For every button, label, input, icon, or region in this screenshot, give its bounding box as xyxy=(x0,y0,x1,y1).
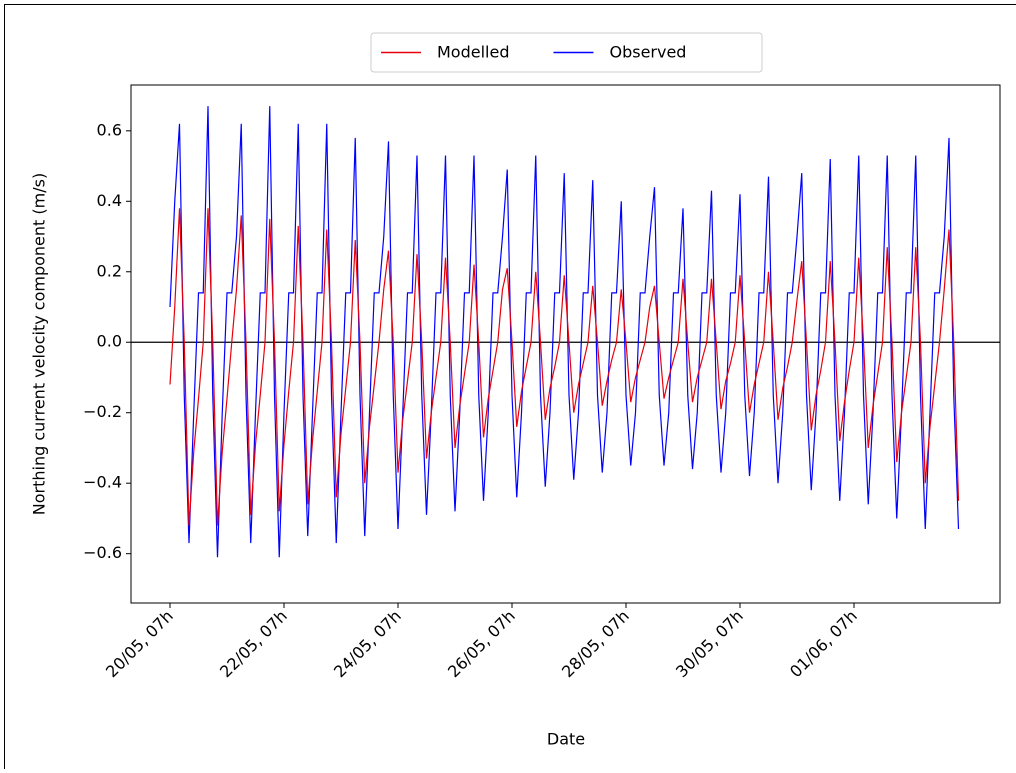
x-tick-label: 28/05, 07h xyxy=(558,606,633,681)
x-tick-label: 26/05, 07h xyxy=(444,606,519,681)
legend-label: Observed xyxy=(609,43,686,62)
plot-frame xyxy=(131,85,1000,603)
x-axis-label: Date xyxy=(547,730,585,749)
x-tick-label: 20/05, 07h xyxy=(102,606,177,681)
x-tick-label: 24/05, 07h xyxy=(330,606,405,681)
legend: Modelled Observed xyxy=(371,33,762,72)
y-tick-label: 0.2 xyxy=(97,261,122,280)
y-tick-label: −0.6 xyxy=(83,543,122,562)
y-tick-label: 0.4 xyxy=(97,191,122,210)
legend-label: Modelled xyxy=(437,43,509,62)
y-tick-label: 0.0 xyxy=(97,332,122,351)
x-tick-label: 30/05, 07h xyxy=(672,606,747,681)
frame xyxy=(5,5,1016,770)
series-line xyxy=(170,106,959,557)
y-axis-label: Northing current velocity component (m/s… xyxy=(30,173,49,515)
y-tick-label: −0.4 xyxy=(83,473,122,492)
y-tick-label: 0.6 xyxy=(97,120,122,139)
x-tick-label: 01/06, 07h xyxy=(786,606,861,681)
series-line xyxy=(170,208,959,525)
y-tick-label: −0.2 xyxy=(83,402,122,421)
x-tick-label: 22/05, 07h xyxy=(216,606,291,681)
